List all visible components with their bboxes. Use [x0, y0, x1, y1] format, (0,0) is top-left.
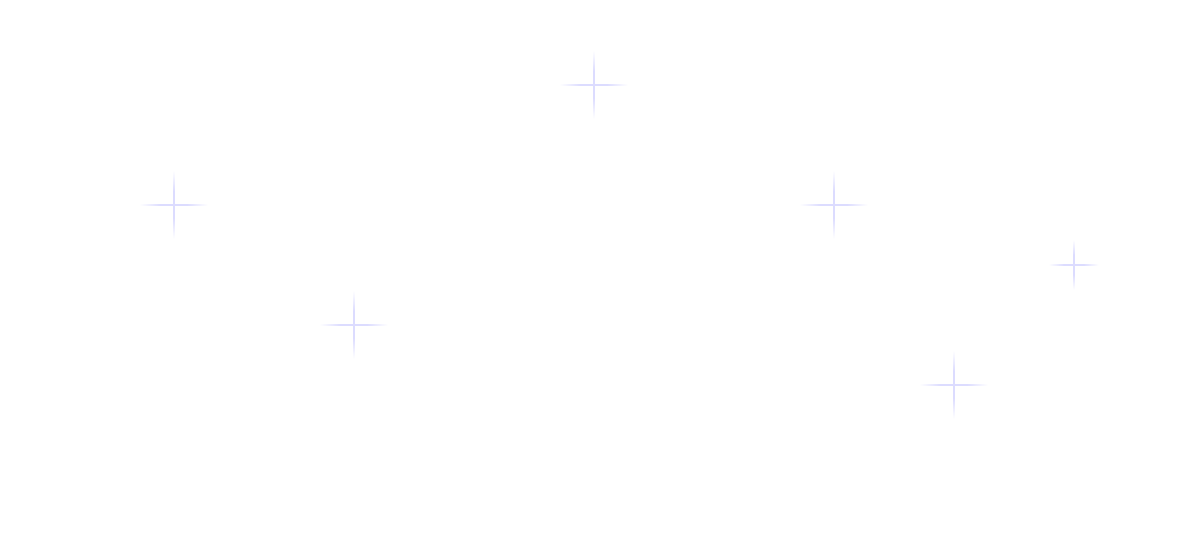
- plus-sparkle-icon: [1049, 240, 1099, 290]
- plus-sparkle-icon: [140, 171, 208, 239]
- plus-sparkle-icon: [320, 291, 388, 359]
- plus-sparkle-icon: [800, 171, 868, 239]
- plus-sparkle-icon: [920, 351, 988, 419]
- plus-sparkle-icon: [560, 51, 628, 119]
